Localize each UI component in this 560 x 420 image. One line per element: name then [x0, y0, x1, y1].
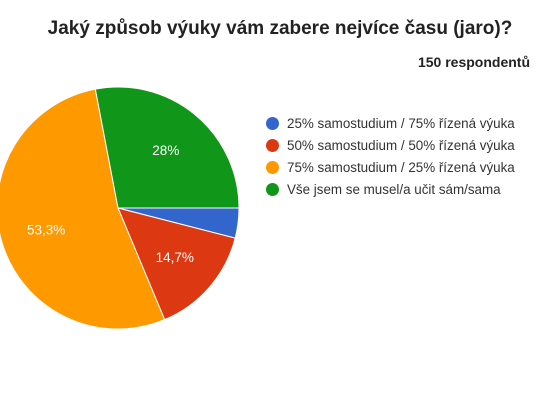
chart-subtitle: 150 respondentů: [417, 54, 530, 70]
legend-swatch: [266, 182, 279, 196]
legend-swatch: [266, 116, 279, 130]
legend-label: 50% samostudium / 50% řízená výuka: [287, 137, 515, 153]
legend-swatch: [266, 138, 279, 152]
pie-slice: [0, 88, 166, 330]
slice-label: 53,3%: [27, 223, 65, 238]
legend-label: Vše jsem se musel/a učit sám/sama: [287, 181, 501, 197]
legend-label: 75% samostudium / 25% řízená výuka: [287, 159, 515, 175]
legend-swatch: [266, 160, 279, 174]
legend-item: Vše jsem se musel/a učit sám/sama: [266, 178, 556, 200]
chart-legend: 25% samostudium / 75% řízená výuka 50% s…: [266, 112, 556, 200]
legend-label: 25% samostudium / 75% řízená výuka: [287, 115, 515, 131]
slice-label: 14,7%: [156, 250, 194, 265]
legend-item: 75% samostudium / 25% řízená výuka: [266, 156, 556, 178]
pie-slice: [94, 86, 240, 209]
chart-title: Jaký způsob výuky vám zabere nejvíce čas…: [47, 18, 513, 39]
legend-item: 50% samostudium / 50% řízená výuka: [266, 134, 556, 156]
pie-slice: [117, 207, 236, 321]
slice-label: 28%: [152, 143, 179, 158]
legend-item: 25% samostudium / 75% řízená výuka: [266, 112, 556, 134]
